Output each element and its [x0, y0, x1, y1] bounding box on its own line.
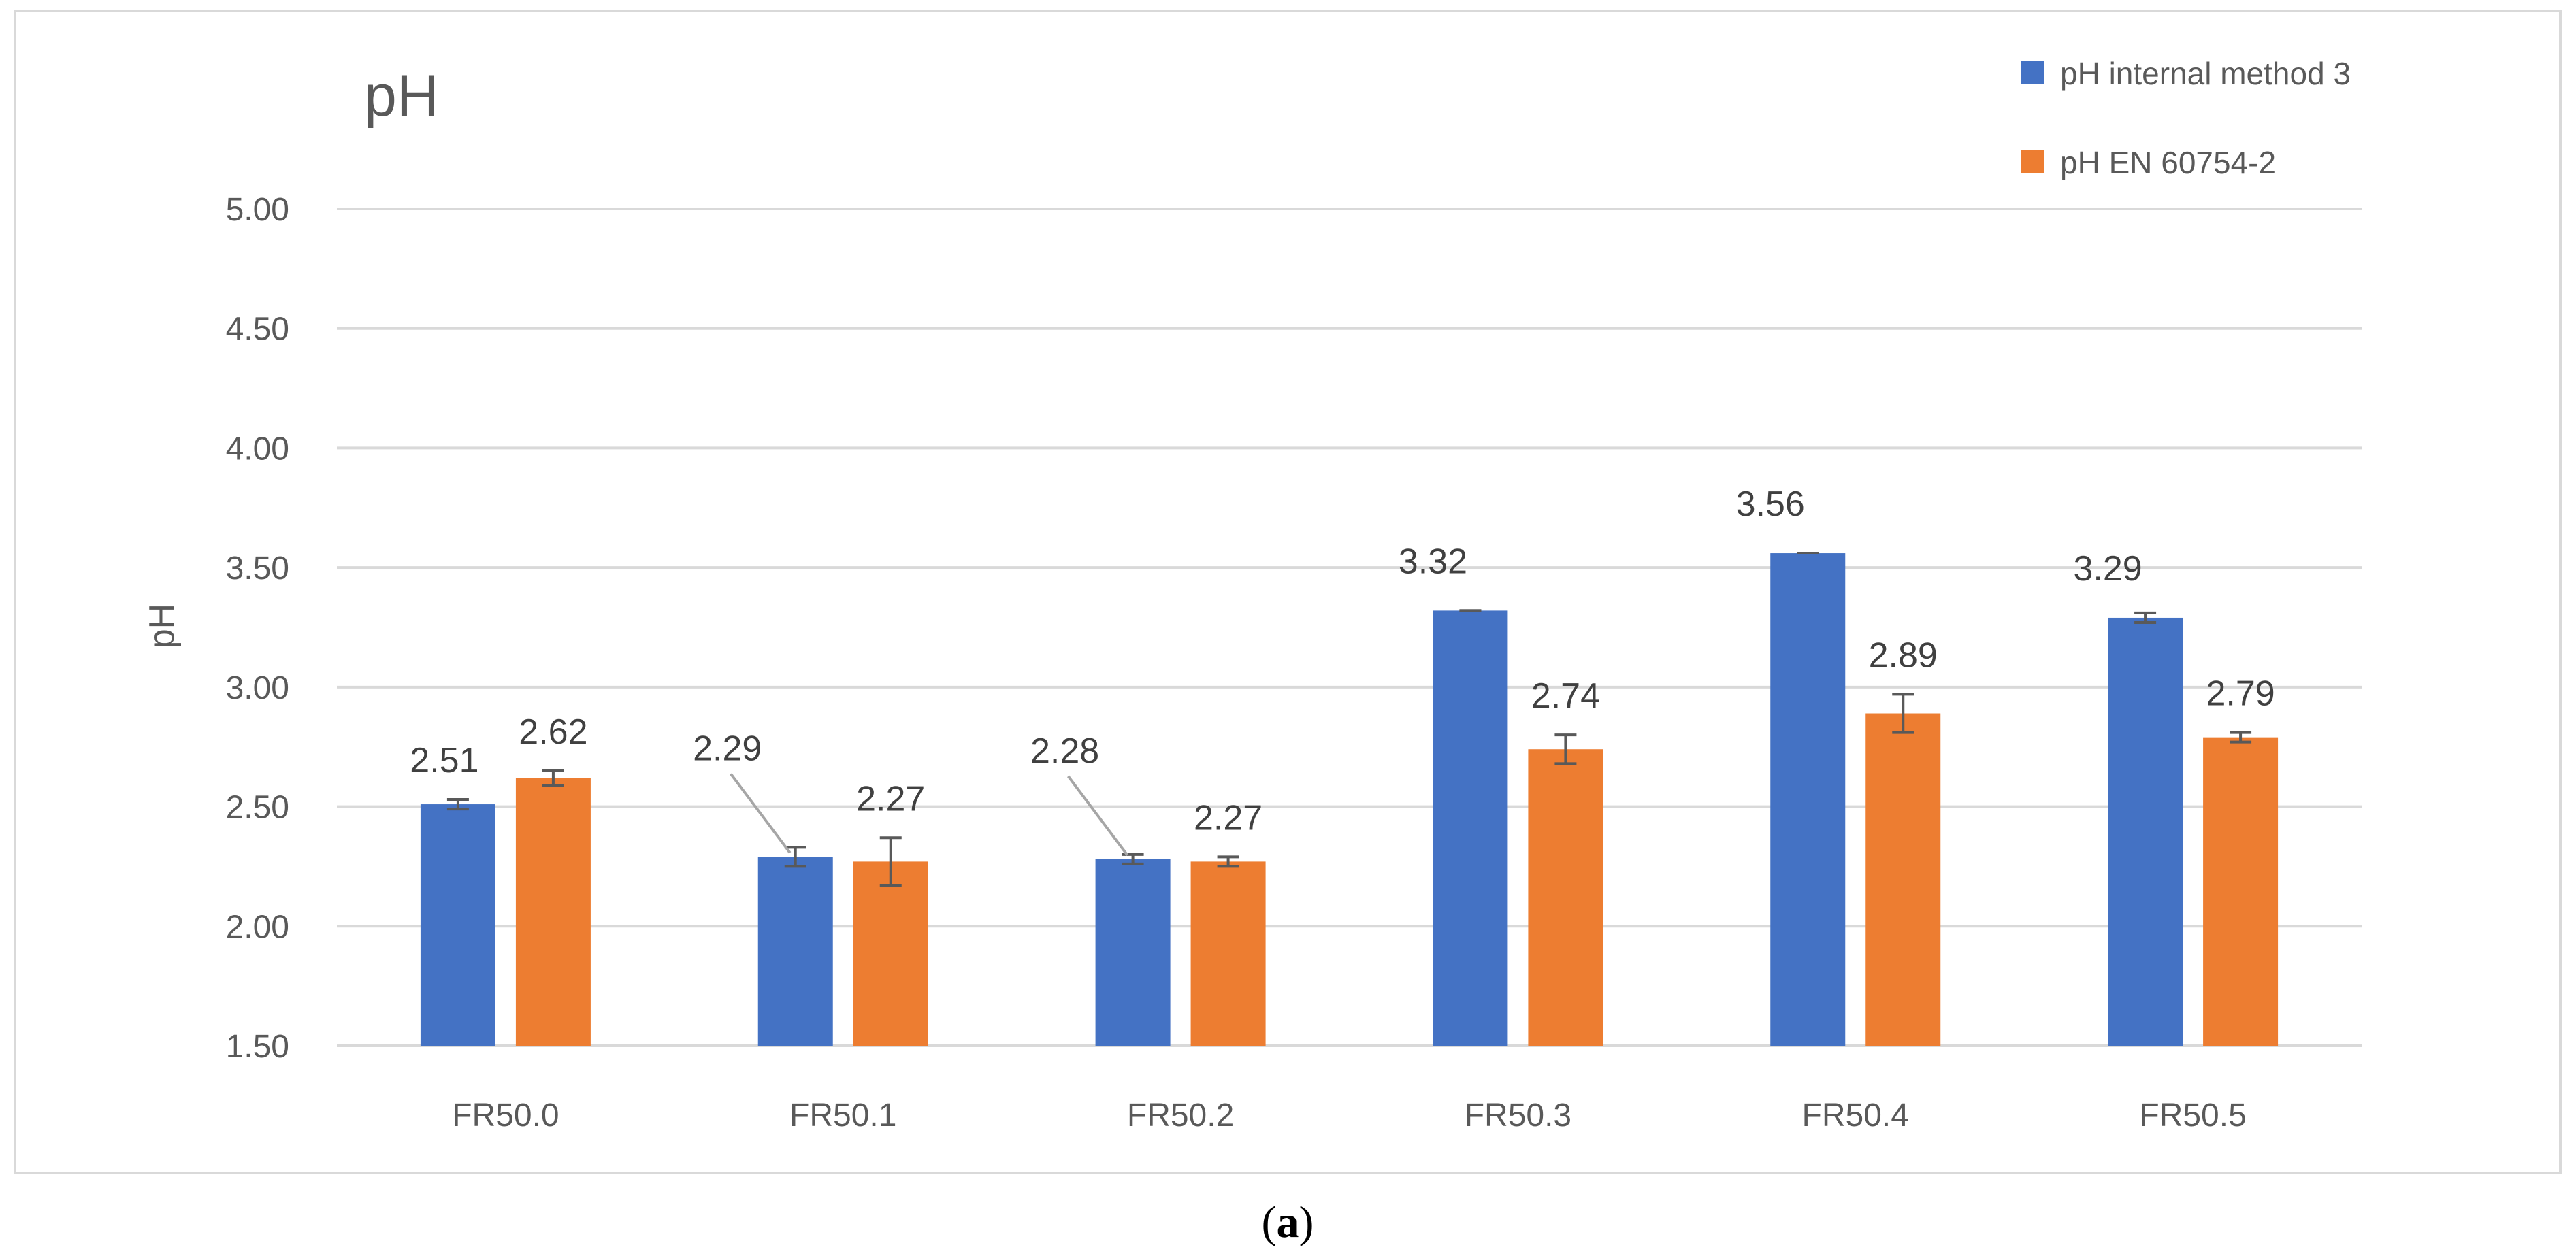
bar-internal-method-3 — [2108, 617, 2183, 1046]
x-tick-label: FR50.0 — [452, 1097, 559, 1133]
caption-letter: a — [1277, 1197, 1299, 1247]
bar-en-60754-2 — [1865, 713, 1941, 1046]
data-label: 2.74 — [1531, 676, 1600, 716]
x-tick-label: FR50.3 — [1465, 1097, 1571, 1133]
error-bar — [1554, 733, 1577, 765]
data-label: 3.56 — [1736, 484, 1805, 524]
error-bars — [446, 552, 2252, 887]
error-bar — [446, 798, 469, 811]
data-label: 2.51 — [410, 741, 478, 780]
data-label: 2.28 — [1030, 731, 1099, 771]
bar-internal-method-3 — [420, 804, 495, 1046]
legend: pH internal method 3 pH EN 60754-2 — [2021, 56, 2351, 180]
bar-internal-method-3 — [1095, 859, 1171, 1046]
error-bar — [2230, 731, 2252, 744]
bar-internal-method-3 — [757, 857, 833, 1046]
data-label: 3.29 — [2073, 549, 2142, 589]
legend-item-internal-method-3: pH internal method 3 — [2021, 56, 2351, 91]
leader-line — [1066, 775, 1129, 857]
bar-en-60754-2 — [1190, 861, 1266, 1046]
bar-en-60754-2 — [1528, 749, 1603, 1046]
error-bar — [542, 769, 564, 787]
bar-en-60754-2 — [853, 861, 928, 1046]
data-label: 2.62 — [519, 712, 587, 752]
y-tick-label: 3.50 — [226, 550, 289, 586]
error-bar — [784, 846, 806, 868]
y-tick-label: 2.00 — [226, 909, 289, 945]
error-bar — [2134, 611, 2157, 624]
y-tick-label: 4.00 — [226, 431, 289, 467]
data-label: 2.29 — [693, 729, 762, 768]
bar-internal-method-3 — [1770, 553, 1846, 1046]
x-axis-ticks: FR50.0 FR50.1 FR50.2 FR50.3 FR50.4 FR50.5 — [452, 1097, 2247, 1133]
x-tick-label: FR50.4 — [1802, 1097, 1909, 1133]
error-bar — [1892, 693, 1914, 734]
bar-internal-method-3 — [1433, 610, 1508, 1046]
y-tick-label: 5.00 — [226, 192, 289, 228]
x-tick-label: FR50.1 — [789, 1097, 896, 1133]
legend-label: pH EN 60754-2 — [2060, 145, 2276, 180]
error-bar — [1217, 855, 1239, 868]
data-label: 2.89 — [1869, 635, 1938, 675]
error-bar — [879, 836, 902, 887]
leader-line — [730, 773, 792, 854]
x-tick-label: FR50.5 — [2139, 1097, 2246, 1133]
caption-close-paren: ) — [1299, 1197, 1314, 1247]
y-tick-label: 3.00 — [226, 670, 289, 706]
chart-title: pH — [364, 63, 439, 129]
y-axis-ticks: 1.50 2.00 2.50 3.00 3.50 4.00 4.50 5.00 — [226, 192, 289, 1065]
caption-open-paren: ( — [1262, 1197, 1277, 1247]
bars — [420, 553, 2279, 1046]
legend-swatch — [2021, 61, 2044, 84]
data-label: 2.79 — [2206, 674, 2275, 714]
legend-label: pH internal method 3 — [2060, 56, 2351, 91]
y-tick-label: 2.50 — [226, 790, 289, 826]
data-label: 3.32 — [1399, 542, 1467, 581]
bar-en-60754-2 — [2203, 737, 2279, 1046]
y-tick-label: 4.50 — [226, 312, 289, 348]
y-tick-label: 1.50 — [226, 1029, 289, 1065]
label-leader-lines — [730, 773, 1129, 857]
data-labels: 2.51 2.62 2.29 2.27 2.28 2.27 3.32 2.74 3.56 2.89… — [410, 484, 2275, 838]
y-axis-title: pH — [142, 603, 182, 648]
x-tick-label: FR50.2 — [1127, 1097, 1234, 1133]
bar-en-60754-2 — [515, 778, 591, 1046]
figure-caption: (a) — [1262, 1197, 1314, 1247]
data-label: 2.27 — [1194, 798, 1262, 838]
legend-swatch — [2021, 150, 2044, 173]
legend-item-en-60754-2: pH EN 60754-2 — [2021, 145, 2276, 180]
gridlines — [337, 208, 2362, 1047]
data-label: 2.27 — [856, 779, 925, 818]
